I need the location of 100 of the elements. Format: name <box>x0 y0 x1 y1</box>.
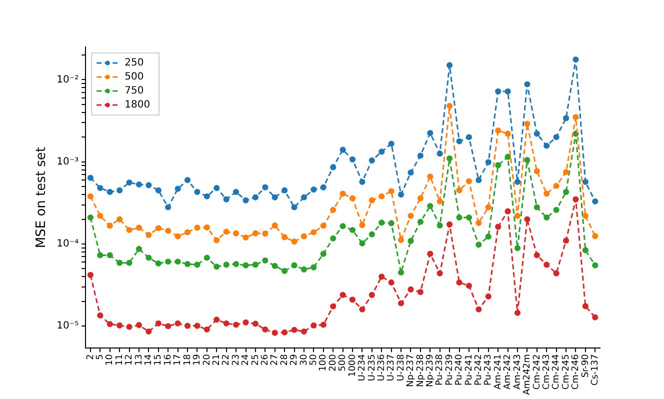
x-tick-label: 11 <box>114 354 125 366</box>
x-tick-label: 19 <box>192 354 203 366</box>
point <box>572 56 579 63</box>
point <box>184 322 191 329</box>
point <box>262 257 268 264</box>
point <box>368 157 375 164</box>
point <box>408 286 414 292</box>
point <box>495 162 502 168</box>
x-tick-label: 29 <box>290 354 300 366</box>
point <box>427 202 434 210</box>
point <box>194 224 200 231</box>
point <box>368 231 375 238</box>
point <box>436 270 443 276</box>
x-tick-label: 22 <box>222 354 232 366</box>
x-tick-label: 27 <box>270 354 280 366</box>
point <box>368 292 375 298</box>
point <box>184 229 191 236</box>
point <box>146 182 152 188</box>
x-tick-label: Cm-246 <box>571 354 582 390</box>
point <box>126 179 132 186</box>
point <box>446 155 453 162</box>
point <box>485 293 492 300</box>
point <box>300 266 308 272</box>
point <box>427 174 434 180</box>
point <box>553 270 560 276</box>
point <box>232 188 240 196</box>
point <box>514 310 521 316</box>
point <box>398 300 404 306</box>
point <box>359 306 366 312</box>
point <box>398 236 404 243</box>
point <box>398 269 404 276</box>
point <box>174 258 181 265</box>
point <box>456 214 462 221</box>
point <box>476 220 482 226</box>
point <box>408 238 414 244</box>
point <box>495 224 502 230</box>
point <box>106 252 113 258</box>
x-tick-label: 10 <box>105 354 116 366</box>
x-tick-label: Cm-244 <box>552 354 562 390</box>
point <box>417 152 424 159</box>
point <box>194 262 200 268</box>
point <box>553 182 560 189</box>
x-tick-label: 14 <box>144 354 154 366</box>
x-tick-label: Pu-241 <box>464 354 474 386</box>
point <box>524 216 530 222</box>
x-tick-label: 30 <box>299 354 310 366</box>
point <box>126 226 132 234</box>
point <box>485 204 492 210</box>
point <box>214 184 220 192</box>
point <box>272 222 278 229</box>
point <box>97 212 104 219</box>
point <box>146 232 152 238</box>
x-tick-label: 26 <box>260 354 271 366</box>
legend-label: 250 <box>124 58 144 69</box>
point <box>466 178 472 184</box>
point <box>262 184 268 190</box>
point <box>232 230 240 236</box>
x-tick-label: Cm-243 <box>542 354 552 390</box>
point <box>388 140 394 147</box>
point <box>378 193 385 200</box>
point <box>204 224 210 230</box>
point <box>136 322 142 328</box>
y-tick-label: 10⁻⁵ <box>56 320 79 332</box>
point <box>300 194 308 200</box>
x-tick-label: 21 <box>212 354 222 366</box>
point <box>340 223 346 230</box>
point <box>330 206 336 213</box>
x-tick-label: 5 <box>96 354 106 360</box>
x-tick-label: 50 <box>309 354 320 366</box>
point <box>106 222 113 229</box>
point <box>223 228 230 235</box>
point <box>504 208 511 214</box>
point <box>252 230 259 236</box>
point <box>504 154 511 160</box>
point <box>214 316 220 323</box>
point <box>582 247 588 254</box>
x-tick-label: Pu-240 <box>454 354 465 386</box>
x-tick-label: Cm-242 <box>532 354 542 390</box>
point <box>544 190 550 197</box>
point <box>349 195 356 202</box>
y-tick-label: 10⁻³ <box>56 156 79 168</box>
x-tick-label: U-236 <box>376 354 387 382</box>
point <box>330 303 336 310</box>
point <box>408 212 414 219</box>
point <box>544 262 550 268</box>
x-tick-label: U-235 <box>367 354 378 382</box>
point <box>388 188 394 194</box>
x-tick-label: Am-243 <box>512 354 523 390</box>
point <box>534 252 540 258</box>
point <box>427 130 434 136</box>
point <box>272 262 278 270</box>
point <box>349 296 356 303</box>
point <box>562 188 570 196</box>
point <box>446 221 453 228</box>
point <box>232 322 240 328</box>
point <box>388 220 394 226</box>
point <box>291 262 298 268</box>
point <box>534 130 540 137</box>
point <box>282 187 288 194</box>
x-tick-label: U-238 <box>396 354 406 382</box>
